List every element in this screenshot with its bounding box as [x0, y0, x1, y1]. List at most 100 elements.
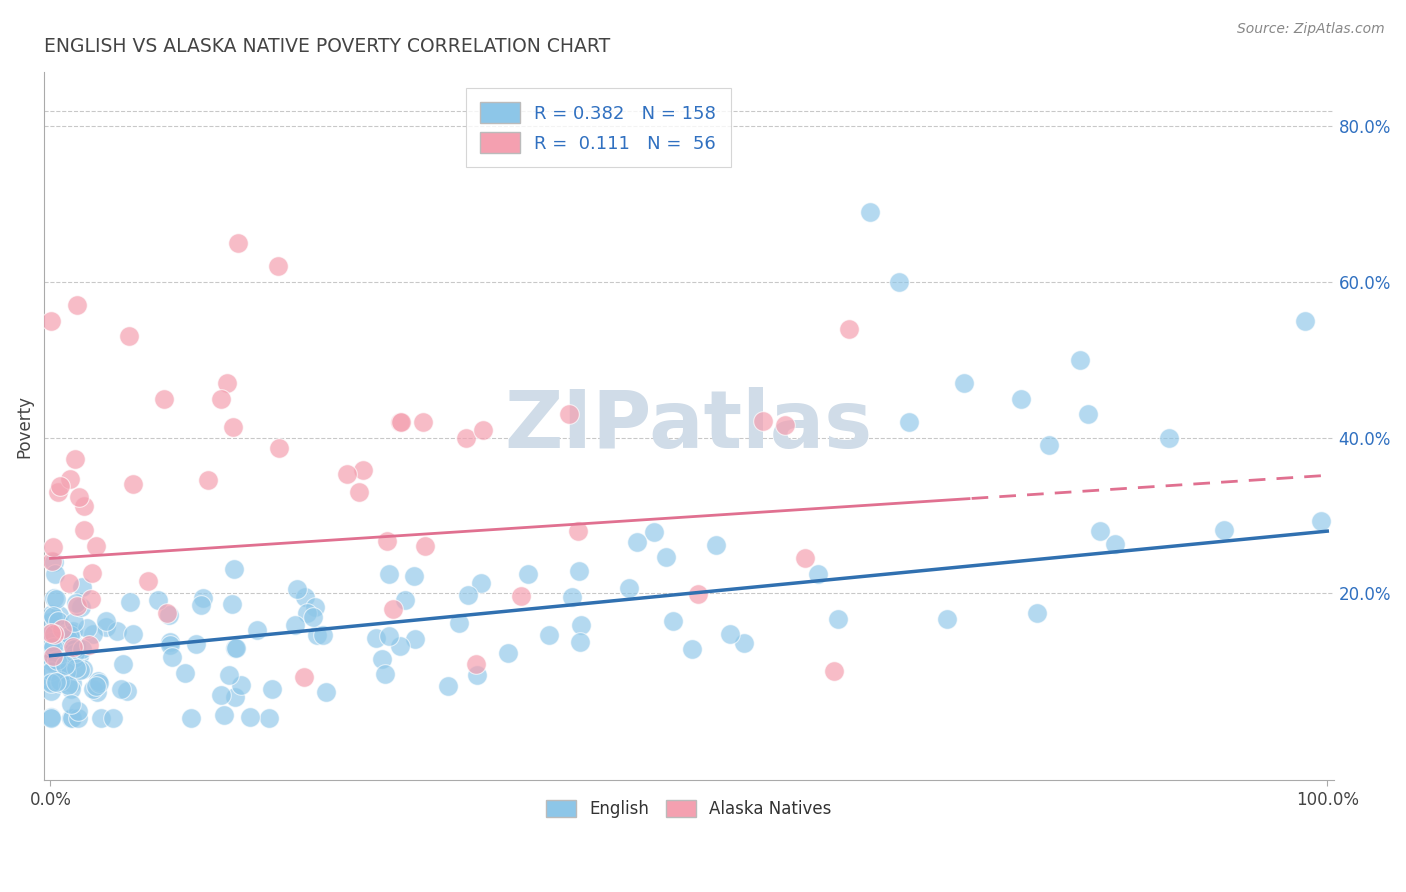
Point — [516, 567, 538, 582]
Point — [336, 467, 359, 481]
Point — [60, 676, 83, 690]
Point — [217, 376, 239, 391]
Point — [269, 441, 291, 455]
Point — [39, 665, 62, 679]
Point — [160, 650, 183, 665]
Point — [45, 674, 67, 689]
Point — [80, 592, 103, 607]
Point — [173, 666, 195, 681]
Point — [41, 625, 63, 640]
Point — [190, 598, 212, 612]
Point — [42, 609, 65, 624]
Point — [558, 408, 581, 422]
Point — [67, 490, 90, 504]
Point — [498, 647, 520, 661]
Point — [58, 632, 80, 646]
Point — [370, 652, 392, 666]
Point — [224, 690, 246, 704]
Point — [221, 597, 243, 611]
Point — [112, 657, 135, 671]
Point — [39, 676, 62, 690]
Point — [63, 615, 86, 630]
Point — [464, 657, 486, 671]
Point — [155, 606, 177, 620]
Point — [39, 650, 62, 665]
Point — [60, 625, 83, 640]
Point — [67, 704, 90, 718]
Point — [39, 649, 62, 664]
Point — [382, 602, 405, 616]
Point — [94, 620, 117, 634]
Point — [73, 500, 96, 514]
Point — [561, 591, 583, 605]
Point — [115, 683, 138, 698]
Point — [388, 415, 411, 429]
Point — [44, 591, 66, 605]
Point — [436, 679, 458, 693]
Point — [193, 591, 215, 606]
Legend: English, Alaska Natives: English, Alaska Natives — [540, 794, 838, 825]
Point — [49, 673, 72, 688]
Point — [569, 618, 592, 632]
Point — [718, 627, 741, 641]
Y-axis label: Poverty: Poverty — [15, 394, 32, 458]
Point — [457, 588, 479, 602]
Point — [159, 635, 181, 649]
Text: ENGLISH VS ALASKA NATIVE POVERTY CORRELATION CHART: ENGLISH VS ALASKA NATIVE POVERTY CORRELA… — [44, 37, 610, 56]
Point — [305, 628, 328, 642]
Point — [48, 635, 70, 649]
Point — [53, 657, 76, 672]
Point — [60, 711, 83, 725]
Point — [67, 648, 90, 663]
Point — [66, 599, 89, 613]
Point — [62, 640, 84, 654]
Point — [953, 376, 976, 391]
Point — [643, 524, 665, 539]
Point — [404, 632, 426, 646]
Point — [101, 711, 124, 725]
Point — [295, 606, 318, 620]
Point — [470, 575, 492, 590]
Point — [312, 628, 335, 642]
Point — [39, 626, 62, 640]
Point — [225, 641, 247, 656]
Point — [752, 414, 775, 428]
Point — [60, 625, 83, 640]
Point — [224, 562, 246, 576]
Point — [45, 661, 67, 675]
Point — [45, 592, 67, 607]
Point — [44, 627, 66, 641]
Point — [246, 624, 269, 638]
Point — [87, 674, 110, 689]
Point — [374, 666, 396, 681]
Point — [46, 653, 69, 667]
Point — [72, 662, 94, 676]
Point — [63, 642, 86, 657]
Text: Source: ZipAtlas.com: Source: ZipAtlas.com — [1237, 22, 1385, 37]
Point — [39, 314, 62, 328]
Point — [285, 582, 308, 596]
Point — [209, 688, 232, 702]
Point — [67, 711, 90, 725]
Point — [284, 618, 307, 632]
Point — [1104, 537, 1126, 551]
Point — [1213, 523, 1236, 537]
Point — [1159, 431, 1181, 445]
Point — [267, 260, 290, 274]
Point — [898, 415, 921, 429]
Point — [39, 654, 62, 668]
Point — [212, 708, 235, 723]
Point — [1026, 607, 1049, 621]
Point — [87, 675, 110, 690]
Point — [404, 569, 426, 583]
Point — [70, 580, 93, 594]
Point — [41, 554, 63, 568]
Point — [48, 608, 70, 623]
Point — [70, 599, 93, 614]
Point — [218, 668, 240, 682]
Point — [733, 636, 755, 650]
Point — [39, 642, 62, 657]
Point — [60, 682, 83, 697]
Point — [1294, 314, 1316, 328]
Point — [509, 589, 531, 603]
